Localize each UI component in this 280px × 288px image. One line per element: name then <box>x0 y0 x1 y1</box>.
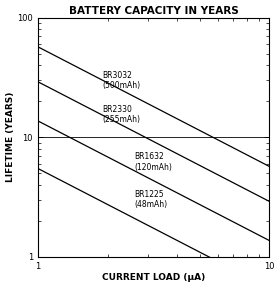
Text: BR1225
(48mAh): BR1225 (48mAh) <box>134 190 167 209</box>
Y-axis label: LIFETIME (YEARS): LIFETIME (YEARS) <box>6 92 15 183</box>
X-axis label: CURRENT LOAD (μA): CURRENT LOAD (μA) <box>102 273 205 283</box>
Text: BR1632
(120mAh): BR1632 (120mAh) <box>134 152 172 172</box>
Title: BATTERY CAPACITY IN YEARS: BATTERY CAPACITY IN YEARS <box>69 5 239 16</box>
Text: BR2330
(255mAh): BR2330 (255mAh) <box>102 105 140 124</box>
Text: BR3032
(500mAh): BR3032 (500mAh) <box>102 71 141 90</box>
